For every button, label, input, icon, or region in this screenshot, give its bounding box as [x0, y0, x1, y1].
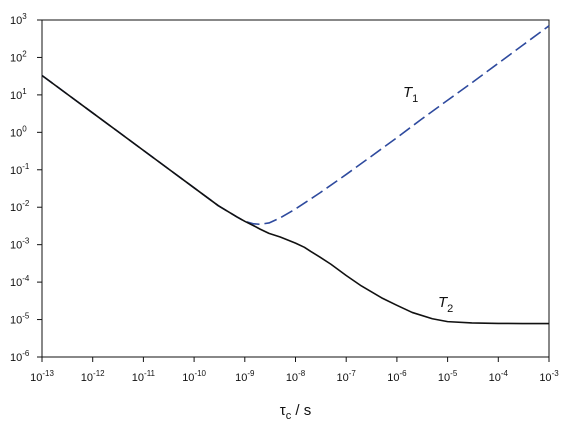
x-tick-label: 10-9	[235, 369, 255, 384]
series-label-t1: T1	[403, 84, 418, 105]
y-tick-label: 10-2	[10, 199, 30, 214]
x-tick-label: 10-5	[438, 369, 458, 384]
y-tick-label: 101	[10, 87, 27, 102]
series-label-t2: T2	[438, 294, 453, 315]
x-tick-label: 10-4	[489, 369, 509, 384]
series-line-t2	[41, 74, 549, 325]
x-tick-label: 10-12	[81, 369, 105, 384]
y-tick-label: 102	[10, 49, 27, 64]
x-tick-label: 10-11	[132, 369, 156, 384]
y-tick-label: 10-1	[10, 162, 30, 177]
y-tick-label: 10-5	[10, 312, 30, 327]
y-tick-label: 10-4	[10, 274, 30, 289]
x-tick-label: 10-8	[286, 369, 306, 384]
x-tick-label: 10-3	[539, 369, 559, 384]
y-tick-label: 10-6	[10, 349, 30, 364]
x-tick-label: 10-7	[337, 369, 357, 384]
plot-area-frame	[41, 19, 550, 358]
y-tick-label: 103	[10, 12, 27, 27]
y-tick-label: 10-3	[10, 237, 30, 252]
series-line-t1	[41, 25, 550, 226]
x-tick-label: 10-13	[30, 369, 54, 384]
x-tick-label: 10-10	[182, 369, 206, 384]
x-tick-label: 10-6	[387, 369, 407, 384]
y-tick-label: 100	[10, 124, 27, 139]
x-axis-title: τc / s	[280, 402, 311, 422]
